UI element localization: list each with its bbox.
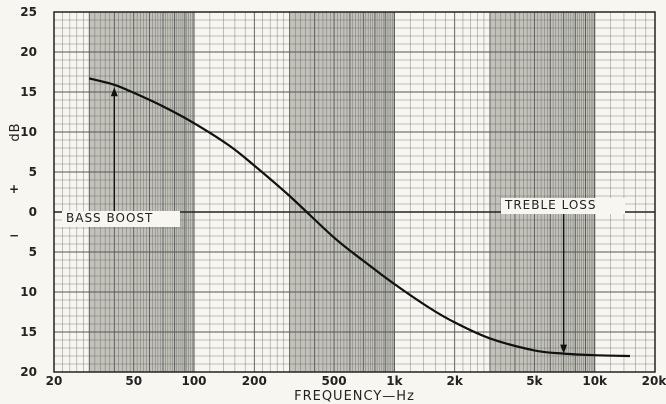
y-tick-label-9: 20	[20, 365, 37, 379]
y-tick-labels: 25 20 15 10 5 0 5 10 15 20	[20, 5, 37, 379]
x-tick-label-3: 200	[242, 374, 267, 388]
x-tick-label-4: 500	[322, 374, 347, 388]
y-tick-label-6: 5	[29, 245, 37, 259]
annotation-label-0: BASS BOOST	[66, 211, 153, 225]
x-tick-label-7: 5k	[526, 374, 543, 388]
series-layer	[89, 77, 630, 358]
shaded-bands	[89, 12, 595, 372]
y-tick-label-3: 10	[20, 125, 37, 139]
x-tick-label-6: 2k	[446, 374, 463, 388]
x-axis-title: FREQUENCY—Hz	[294, 389, 415, 404]
y-minus-sign: −	[9, 228, 19, 242]
response-curve	[89, 77, 630, 358]
x-tick-label-1: 50	[125, 374, 142, 388]
x-tick-label-0: 20	[46, 374, 63, 388]
y-axis-title: dB	[8, 122, 23, 141]
annotations: BASS BOOST TREBLE LOSS	[62, 87, 625, 354]
x-tick-label-5: 1k	[386, 374, 403, 388]
annotation-label-bg-0	[62, 211, 180, 227]
y-tick-label-4: 5	[29, 165, 37, 179]
annotation-label-1: TREBLE LOSS	[504, 198, 597, 212]
annotation-label-bg-1	[501, 198, 625, 214]
shaded-band-0	[89, 12, 195, 372]
shaded-band-2	[489, 12, 595, 372]
grid	[54, 12, 656, 372]
y-tick-label-0: 25	[20, 5, 37, 19]
x-tick-label-9: 20k	[642, 374, 666, 388]
x-tick-label-8: 10k	[582, 374, 608, 388]
y-plus-sign: +	[9, 182, 19, 196]
annotation-arrowhead-0	[110, 87, 118, 97]
y-tick-label-8: 15	[20, 325, 37, 339]
x-tick-labels: 20 50 100 200 500 1k 2k 5k 10k 20k	[46, 374, 666, 388]
plot-frame	[53, 11, 656, 373]
x-tick-label-2: 100	[181, 374, 206, 388]
shaded-band-1	[289, 12, 395, 372]
y-tick-label-1: 20	[20, 45, 37, 59]
y-tick-label-2: 15	[20, 85, 37, 99]
annotation-arrowhead-1	[560, 344, 568, 354]
y-tick-label-5: 0	[29, 205, 37, 219]
y-tick-label-7: 10	[20, 285, 37, 299]
